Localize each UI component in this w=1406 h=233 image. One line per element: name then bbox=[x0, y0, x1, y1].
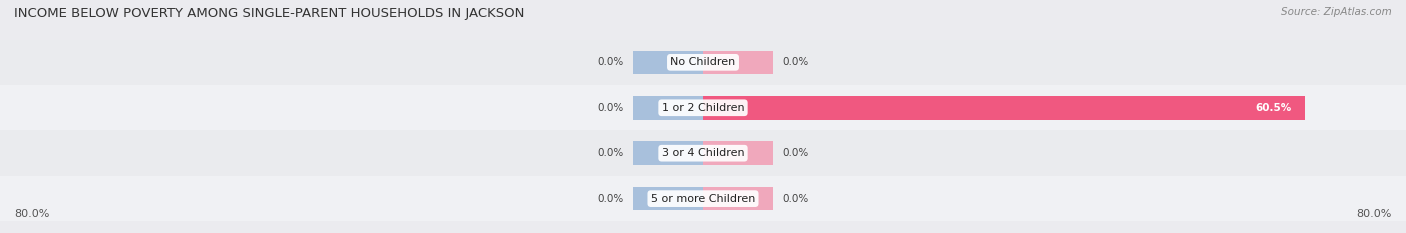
Bar bbox=[703, 187, 773, 210]
Text: 3 or 4 Children: 3 or 4 Children bbox=[662, 148, 744, 158]
Text: 0.0%: 0.0% bbox=[782, 194, 808, 204]
Text: No Children: No Children bbox=[671, 57, 735, 67]
Text: 0.0%: 0.0% bbox=[782, 57, 808, 67]
Bar bbox=[633, 96, 703, 120]
Text: 5 or more Children: 5 or more Children bbox=[651, 194, 755, 204]
Bar bbox=[633, 51, 703, 74]
Text: INCOME BELOW POVERTY AMONG SINGLE-PARENT HOUSEHOLDS IN JACKSON: INCOME BELOW POVERTY AMONG SINGLE-PARENT… bbox=[14, 7, 524, 20]
Bar bbox=[633, 141, 703, 165]
Bar bbox=[0, 85, 1406, 130]
Bar bbox=[703, 96, 1305, 120]
Bar bbox=[703, 141, 773, 165]
Text: 0.0%: 0.0% bbox=[782, 148, 808, 158]
Text: 0.0%: 0.0% bbox=[598, 148, 624, 158]
Text: 0.0%: 0.0% bbox=[598, 57, 624, 67]
Bar bbox=[0, 176, 1406, 221]
Text: 1 or 2 Children: 1 or 2 Children bbox=[662, 103, 744, 113]
Text: Source: ZipAtlas.com: Source: ZipAtlas.com bbox=[1281, 7, 1392, 17]
Text: 0.0%: 0.0% bbox=[598, 103, 624, 113]
Bar bbox=[0, 130, 1406, 176]
Bar bbox=[703, 51, 773, 74]
Text: 80.0%: 80.0% bbox=[14, 209, 49, 219]
Bar bbox=[633, 187, 703, 210]
Text: 60.5%: 60.5% bbox=[1256, 103, 1292, 113]
Text: 0.0%: 0.0% bbox=[598, 194, 624, 204]
Bar bbox=[0, 40, 1406, 85]
Text: 80.0%: 80.0% bbox=[1357, 209, 1392, 219]
